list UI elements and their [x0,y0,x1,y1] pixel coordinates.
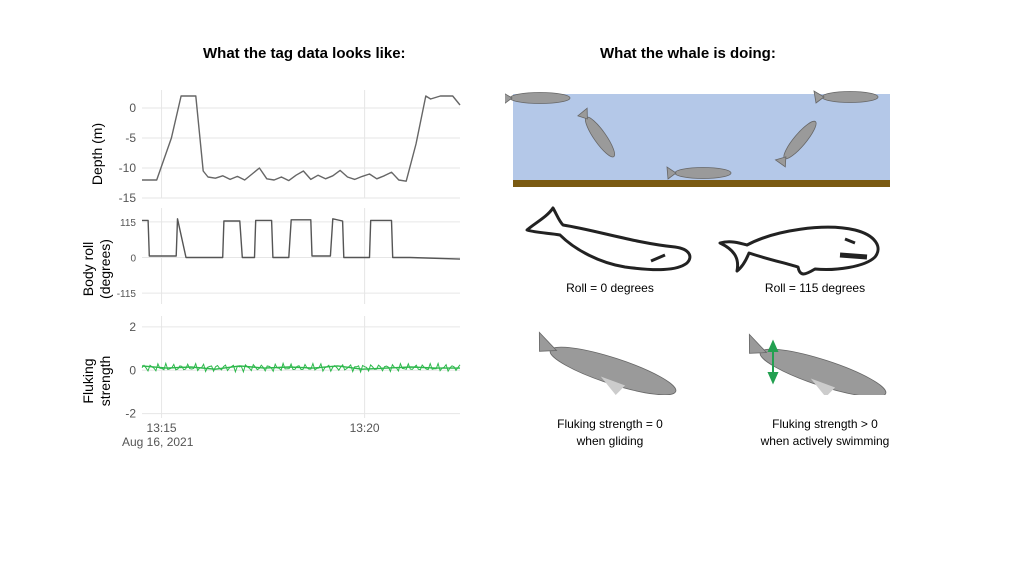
chart-panel-0: 0 -5 -10 -15 [119,90,461,205]
tag-data-charts: 0 -5 -10 -15 115 0 -115 2 0 -2 13:15 13:20 Aug 16, 2… [117,90,461,449]
whale-outline-roll-0 [525,206,692,272]
whale-descending [577,107,616,158]
whale-surface-right [813,90,879,104]
depth-axis-label: Depth (m) [89,122,105,186]
ytick-label-1-2: -115 [117,289,137,300]
fluking-axis-label: Fluking strength [80,336,114,426]
ytick-label-2-1: 0 [129,363,136,377]
caption-roll-115: Roll = 115 degrees [764,281,866,295]
chart-panel-1: 115 0 -115 [117,208,461,304]
ytick-label-1-0: 115 [120,218,136,229]
rollLabel-line1: Body roll [80,241,96,297]
flukeLabel-line1: Fluking [80,358,96,404]
caption-fluke-positive: Fluking strength > 0 when actively swimm… [735,416,915,450]
roll-axis-label: Body roll (degrees) [80,224,114,314]
x-date-label: Aug 16, 2021 [122,435,194,449]
series-line-1 [142,218,461,260]
ytick-label-2-2: -2 [125,407,136,421]
right-heading: What the whale is doing: [600,45,776,62]
series-line-0 [142,95,461,182]
ytick-label-1-1: 0 [130,254,136,265]
chart-panel-2: 2 0 -2 13:15 13:20 Aug 16, 2021 [122,316,461,449]
roll-axis-label-text: Body roll (degrees) [80,224,114,314]
seabed [513,180,890,187]
whale-gliding [538,331,677,395]
caption-fluke-0: Fluking strength = 0 when gliding [530,416,690,450]
series-noise-2 [141,361,461,374]
xtick-label-1: 13:20 [350,421,380,435]
whale-outline-roll-115 [718,225,880,276]
ytick-label-2-0: 2 [129,320,136,334]
caption-fluke-0-line1: Fluking strength = 0 [557,417,663,431]
whale-ascending [774,120,817,168]
caption-fluke-0-line2: when gliding [576,434,644,448]
xtick-label-0: 13:15 [147,421,177,435]
caption-roll-0: Roll = 0 degrees [566,281,654,295]
whale-swimming [748,333,887,395]
whale-bottom [666,166,732,180]
fluking-axis-label-text: Fluking strength [80,336,114,426]
fluke-motion-arrow-icon [767,339,779,385]
ytick-label-0-2: -10 [119,161,137,175]
ytick-label-0-3: -15 [119,191,137,205]
caption-fluke-positive-line1: Fluking strength > 0 [772,417,878,431]
ytick-label-0-0: 0 [129,101,136,115]
left-heading: What the tag data looks like: [203,45,406,62]
ytick-label-0-1: -5 [125,131,136,145]
whale-illustrations [505,90,890,395]
whale-surface-left [505,92,571,104]
caption-fluke-positive-line2: when actively swimming [760,434,890,448]
